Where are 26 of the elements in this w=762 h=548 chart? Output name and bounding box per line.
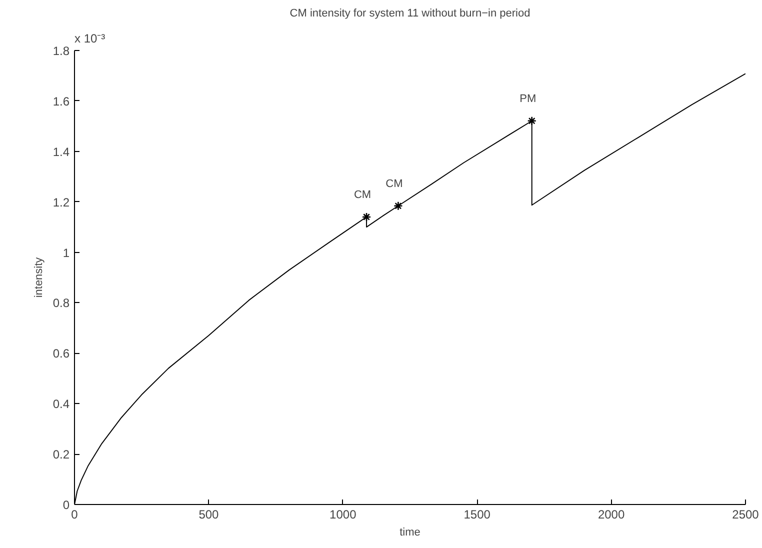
- point: [362, 212, 372, 222]
- x-tick-label: 1500: [464, 508, 491, 522]
- y-tick-label: 1.6: [52, 94, 70, 108]
- y-tick-label: 0: [62, 498, 70, 512]
- y-axis-title: intensity: [32, 256, 45, 298]
- point: [527, 116, 537, 126]
- y-tick-label: 0.2: [52, 448, 70, 462]
- text: x 10⁻³: [74, 32, 106, 46]
- annotation: CM: [386, 178, 403, 190]
- y-tick-label: 0.4: [52, 397, 70, 412]
- y-tick-label: 1: [62, 246, 70, 260]
- y-tick-label: 0.8: [52, 296, 70, 310]
- x-tick-label: 500: [198, 508, 220, 522]
- x-tick-label: 2500: [732, 508, 760, 522]
- chart-title: CM intensity for system 11 without burn−in period: [290, 8, 530, 20]
- y-tick-label: 1.2: [52, 195, 70, 210]
- y-tick-label: 1.4: [52, 144, 70, 159]
- annotation: PM: [520, 92, 536, 105]
- x-axis-title: time: [400, 526, 420, 538]
- x-tick-label: 0: [71, 508, 78, 522]
- point: [394, 201, 403, 211]
- x-tick-label: 2000: [598, 508, 625, 522]
- annotation: CM: [354, 188, 372, 201]
- y-tick-label: 0.6: [52, 346, 70, 361]
- x-tick-label: 1000: [330, 508, 357, 522]
- y-tick-label: 1.8: [52, 44, 70, 58]
